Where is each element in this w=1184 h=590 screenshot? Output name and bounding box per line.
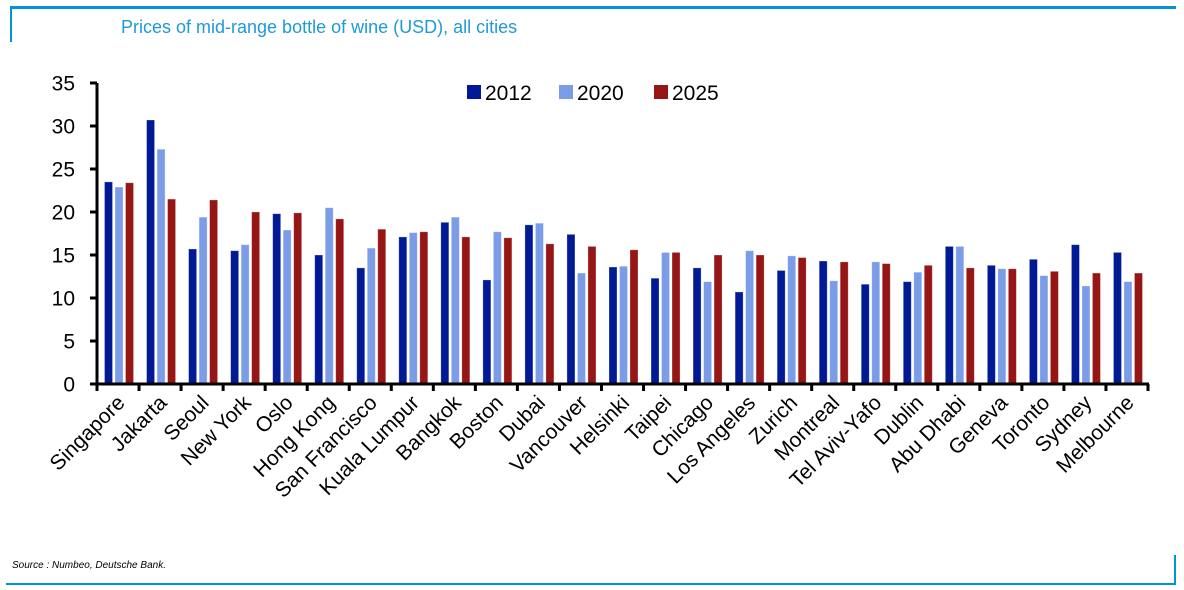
bar-2020-melbourne [1123,281,1133,385]
bar-2020-san-francisco [366,247,376,385]
legend-label-2020: 2020 [577,82,624,105]
bar-2020-seoul [198,216,208,385]
bar-2020-hong-kong [324,207,334,385]
legend-swatch-2025 [654,85,668,99]
bar-2020-jakarta [156,148,166,385]
bar-2012-jakarta [146,119,155,385]
bar-2012-melbourne [1113,252,1122,385]
bar-2025-new-york [251,211,261,385]
bar-2020-boston [492,231,502,385]
bar-2025-hong-kong [335,218,345,385]
bar-2020-oslo [282,229,292,385]
bar-2012-oslo [272,213,282,385]
legend-swatch-2020 [559,85,573,99]
bar-2025-los-angeles [755,254,765,385]
frame-top-border [10,6,1176,9]
y-tick-label: 0 [63,374,75,397]
bar-2025-montreal [839,261,849,385]
chart-title: Prices of mid-range bottle of wine (USD)… [121,17,518,37]
bar-2025-helsinki [629,249,639,385]
bar-2020-abu-dhabi [955,245,965,385]
bar-2020-zurich [787,255,797,385]
y-tick-label: 10 [52,288,75,311]
bar-2012-hong-kong [314,254,324,385]
bar-2025-singapore [125,182,134,385]
bar-2012-chicago [692,267,702,385]
frame-left-border [10,8,12,42]
bar-2012-san-francisco [356,267,366,385]
bar-2012-toronto [1029,258,1038,385]
bar-2020-chicago [703,281,712,385]
bar-2012-boston [482,279,492,385]
bar-2020-geneva [997,268,1007,385]
bar-2025-taipei [671,252,681,385]
bar-2025-melbourne [1134,272,1143,385]
legend: 2012 2020 2025 [467,82,719,105]
y-tick-label: 35 [52,73,75,96]
bar-2012-geneva [986,264,996,385]
bar-2025-geneva [1007,268,1017,385]
bar-2012-abu-dhabi [944,245,954,385]
frame-bottom-border [6,583,1176,585]
bar-2020-tel-aviv-yafo [871,261,881,385]
bar-2025-seoul [209,199,219,385]
y-tick-label: 15 [52,245,75,268]
y-tick-label: 20 [52,202,75,225]
bar-2020-dubai [535,222,544,385]
bar-2025-chicago [713,254,723,385]
legend-label-2025: 2025 [672,82,719,105]
bar-2025-dubai [545,243,555,385]
bar-2020-taipei [661,252,670,385]
bar-2025-toronto [1050,270,1059,385]
bar-2020-vancouver [577,272,586,385]
bar-2012-new-york [230,250,240,385]
bar-2012-singapore [104,181,113,385]
bar-2012-tel-aviv-yafo [860,283,870,385]
bars-layer [104,119,1143,385]
bar-2025-kuala-lumpur [419,231,429,385]
bar-2020-bangkok [450,216,460,385]
bar-2012-montreal [818,260,828,385]
bar-2020-helsinki [619,265,628,385]
bar-2025-oslo [293,212,303,385]
bar-2020-kuala-lumpur [408,232,418,385]
bar-2025-tel-aviv-yafo [881,263,891,385]
legend-label-2012: 2012 [485,82,532,105]
bar-2020-sydney [1081,285,1091,385]
bar-2012-los-angeles [734,291,744,385]
bar-2012-dubai [524,224,534,385]
bar-2020-dublin [913,271,923,385]
bar-2020-montreal [829,280,839,385]
y-tick-label: 25 [52,159,75,182]
bar-2012-sydney [1071,244,1080,385]
bar-2025-dublin [923,264,933,385]
source-note: Source : Numbeo, Deutsche Bank. [12,560,166,571]
bar-2025-san-francisco [377,228,387,385]
bar-2025-zurich [797,257,807,385]
bar-2012-bangkok [440,221,450,385]
bar-2012-zurich [776,270,786,385]
frame-right-border [1174,555,1176,585]
y-tick-label: 5 [63,331,75,354]
bar-2020-singapore [114,186,124,385]
bar-2025-vancouver [587,245,597,385]
bar-2025-abu-dhabi [965,267,975,385]
bar-2025-jakarta [167,198,176,385]
bar-2025-boston [503,237,513,385]
bar-2012-dublin [902,281,912,385]
bar-2012-kuala-lumpur [398,236,408,385]
y-tick-label: 30 [52,116,75,139]
bar-2025-bangkok [461,236,471,385]
bar-2020-new-york [240,244,250,385]
bar-2012-seoul [188,248,198,385]
bar-2020-los-angeles [745,250,755,385]
bar-2012-taipei [650,277,660,385]
bar-2012-helsinki [608,266,618,385]
legend-swatch-2012 [467,85,481,99]
bar-2012-vancouver [566,233,576,385]
bar-2020-toronto [1039,275,1049,385]
bar-2025-sydney [1092,272,1101,385]
